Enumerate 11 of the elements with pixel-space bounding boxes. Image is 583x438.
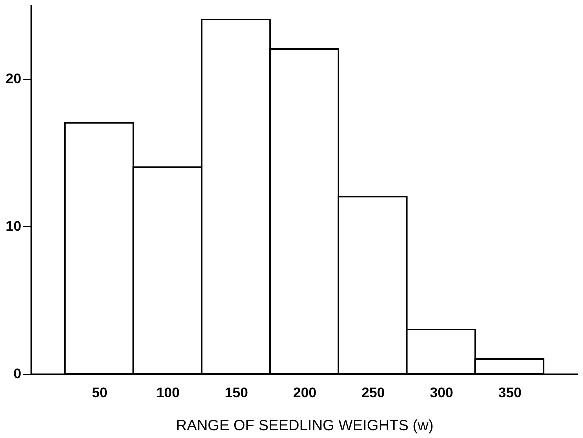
y-tick-label: 10 — [6, 218, 22, 234]
x-tick-label: 300 — [430, 384, 454, 400]
x-tick-label: 200 — [293, 384, 317, 400]
y-tick-label: 20 — [6, 70, 22, 86]
x-tick-label: 350 — [498, 384, 522, 400]
x-tick-label: 50 — [92, 384, 108, 400]
x-tick-label: 150 — [224, 384, 249, 400]
x-axis-title: RANGE OF SEEDLING WEIGHTS (w) — [176, 418, 434, 434]
y-tick-label: 0 — [14, 366, 22, 382]
x-tick-label: 250 — [362, 384, 386, 400]
x-tick-label: 100 — [156, 384, 180, 400]
